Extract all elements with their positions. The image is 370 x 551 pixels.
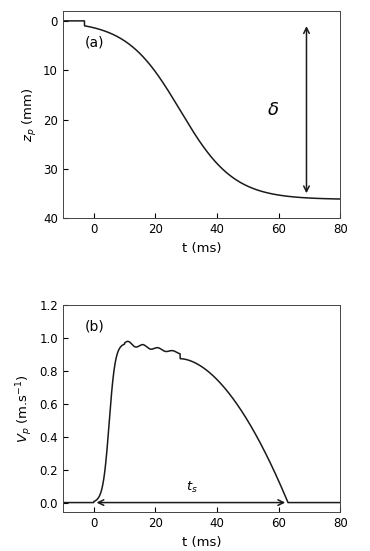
Y-axis label: $z_p$ (mm): $z_p$ (mm) xyxy=(21,88,39,142)
X-axis label: t (ms): t (ms) xyxy=(182,242,221,255)
Text: $\delta$: $\delta$ xyxy=(266,101,279,118)
X-axis label: t (ms): t (ms) xyxy=(182,536,221,549)
Text: (a): (a) xyxy=(85,36,105,50)
Text: $t_s$: $t_s$ xyxy=(186,480,198,495)
Text: (b): (b) xyxy=(85,320,105,334)
Y-axis label: $V_p$ (m.s$^{-1}$): $V_p$ (m.s$^{-1}$) xyxy=(14,375,35,443)
